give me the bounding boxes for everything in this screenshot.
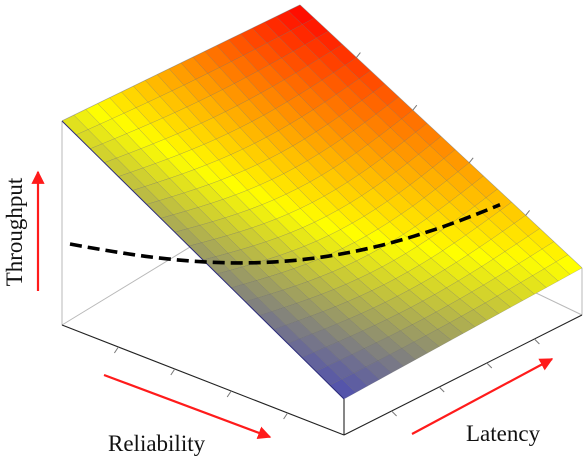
- x-axis: Reliability: [103, 373, 272, 456]
- top-tick: [525, 210, 530, 216]
- top-tick: [412, 104, 418, 111]
- x-axis-tick: [170, 368, 176, 376]
- x-axis-tick: [283, 412, 289, 420]
- y-axis-label: Latency: [466, 421, 541, 446]
- y-axis-tick: [486, 362, 493, 369]
- box-edge: [343, 314, 583, 436]
- axis-ticks: [113, 52, 540, 420]
- top-tick: [356, 52, 361, 58]
- y-axis-tick: [534, 338, 540, 345]
- x-axis-tick: [226, 390, 232, 398]
- y-axis-arrow: [411, 358, 554, 435]
- x-axis-label: Reliability: [108, 431, 206, 456]
- y-axis-tick: [391, 410, 397, 417]
- z-axis-label: Throughput: [2, 177, 27, 286]
- x-axis-tick: [113, 346, 119, 354]
- surface-mesh: [61, 4, 583, 400]
- top-tick: [468, 157, 474, 164]
- plot-box-front: [61, 314, 583, 436]
- dashed-curve: [69, 203, 501, 265]
- y-axis: Latency: [411, 358, 554, 446]
- surface-edge: [61, 120, 345, 400]
- box-edge: [61, 324, 345, 436]
- y-axis-tick: [438, 386, 445, 393]
- z-axis: Throughput: [2, 170, 45, 291]
- x-axis-arrow: [103, 373, 272, 440]
